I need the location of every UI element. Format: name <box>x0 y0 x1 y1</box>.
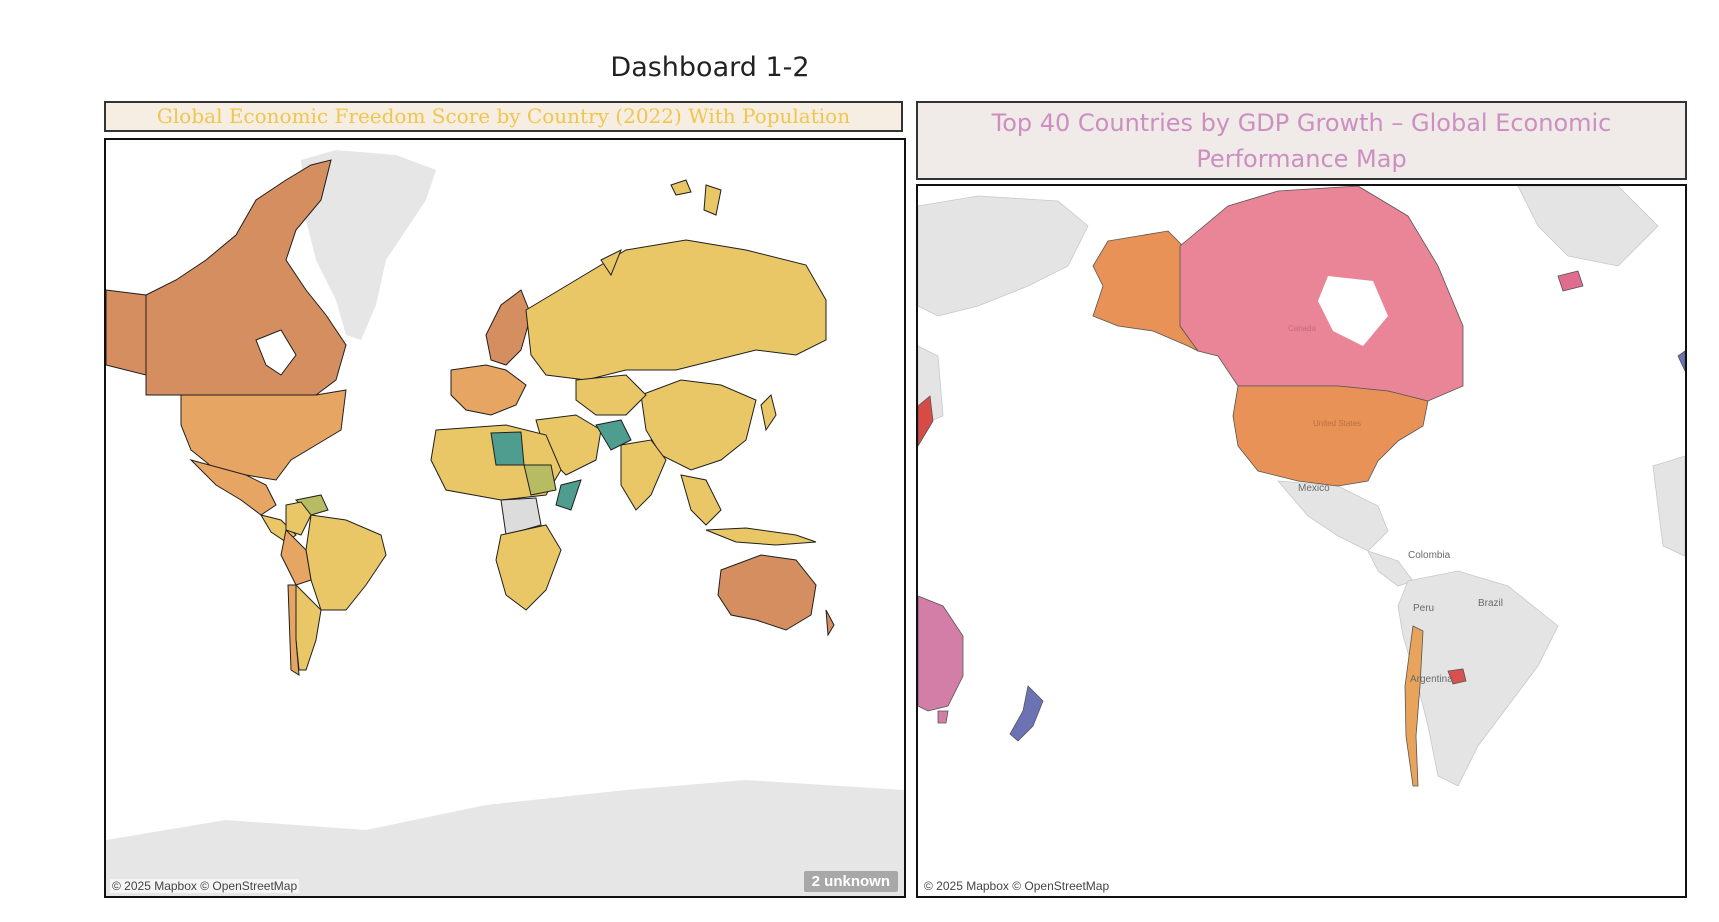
usa-shape <box>180 389 347 481</box>
africa-region <box>430 424 582 611</box>
map-attribution-right: © 2025 Mapbox © OpenStreetMap <box>922 879 1112 893</box>
alaska-shape <box>1092 230 1199 352</box>
gdp-growth-map[interactable]: Mexico Colombia Peru Brazil Argentina Ca… <box>916 184 1687 898</box>
australia-shape <box>918 595 964 712</box>
oceania-region <box>717 554 835 637</box>
greenland-base <box>1517 186 1659 267</box>
economic-freedom-map[interactable]: © 2025 Mapbox © OpenStreetMap 2 unknown <box>104 138 906 898</box>
scandinavia-shape <box>485 289 532 366</box>
uruguay-shape <box>1447 668 1467 685</box>
central-africa-shape <box>500 497 542 536</box>
indonesia-shape <box>705 527 817 546</box>
label-argentina: Argentina <box>1410 674 1453 685</box>
iceland-shape <box>1557 270 1584 292</box>
india-shape <box>620 439 667 511</box>
central-america-base <box>1367 550 1414 587</box>
alaska-shape <box>106 289 147 376</box>
horn-africa-shape <box>555 479 582 511</box>
mexico-shape <box>189 459 277 516</box>
right-map-title-box: Top 40 Countries by GDP Growth – Global … <box>916 101 1687 180</box>
africa-edge-base <box>1652 455 1685 557</box>
chile-shape <box>1404 625 1424 787</box>
arctic-islands <box>600 179 722 277</box>
southeast-asia-shape <box>680 474 722 526</box>
chile-shape <box>287 584 300 676</box>
sudan-shape <box>523 464 557 496</box>
southern-africa-shape <box>495 524 562 611</box>
canada-shape <box>145 159 347 396</box>
unknown-values-badge[interactable]: 2 unknown <box>803 871 898 892</box>
map-attribution-left: © 2025 Mapbox © OpenStreetMap <box>110 879 300 893</box>
base-land-right <box>918 186 1685 787</box>
colombia-shape <box>285 501 312 536</box>
north-america-region <box>106 159 347 543</box>
label-united-states: United States <box>1313 419 1361 428</box>
japan-shape <box>760 394 777 432</box>
label-brazil: Brazil <box>1478 598 1503 609</box>
tasmania-shape <box>937 710 949 724</box>
left-map-title-box: Global Economic Freedom Score by Country… <box>104 101 903 132</box>
right-map-title: Top 40 Countries by GDP Growth – Global … <box>991 109 1612 173</box>
base-map-labels: Mexico Colombia Peru Brazil Argentina Ca… <box>1288 324 1503 685</box>
usa-shape <box>1232 385 1429 487</box>
new-zealand-shape <box>1009 685 1044 742</box>
label-mexico: Mexico <box>1298 483 1330 494</box>
russia-shape <box>525 239 827 381</box>
economic-freedom-map-canvas[interactable] <box>106 140 904 896</box>
hudson-bay <box>1318 276 1388 346</box>
libya-shape <box>490 431 525 466</box>
mexico-base <box>1277 480 1389 552</box>
left-map-title: Global Economic Freedom Score by Country… <box>156 104 851 128</box>
hudson-bay <box>255 329 297 376</box>
peru-shape <box>280 528 312 586</box>
eurasia-region <box>450 239 827 546</box>
europe-west-shape <box>450 364 527 416</box>
base-land-left <box>106 150 904 896</box>
new-zealand-shape <box>825 609 835 637</box>
brazil-shape <box>305 514 387 611</box>
south-america-region <box>280 494 387 676</box>
gdp-growth-map-canvas[interactable]: Mexico Colombia Peru Brazil Argentina Ca… <box>918 186 1685 896</box>
kazakhstan-shape <box>575 374 647 416</box>
label-canada: Canada <box>1288 324 1317 333</box>
russia-east-base <box>918 195 1089 317</box>
iran-shape <box>595 419 632 451</box>
label-peru: Peru <box>1413 603 1434 614</box>
label-colombia: Colombia <box>1408 550 1451 561</box>
south-america-base <box>1397 570 1559 787</box>
europe-edge-shape <box>1677 350 1685 372</box>
australia-shape <box>717 554 817 631</box>
japan-edge-shape <box>918 395 934 447</box>
gdp-growth-countries <box>918 186 1685 787</box>
dashboard-title: Dashboard 1-2 <box>610 52 810 83</box>
